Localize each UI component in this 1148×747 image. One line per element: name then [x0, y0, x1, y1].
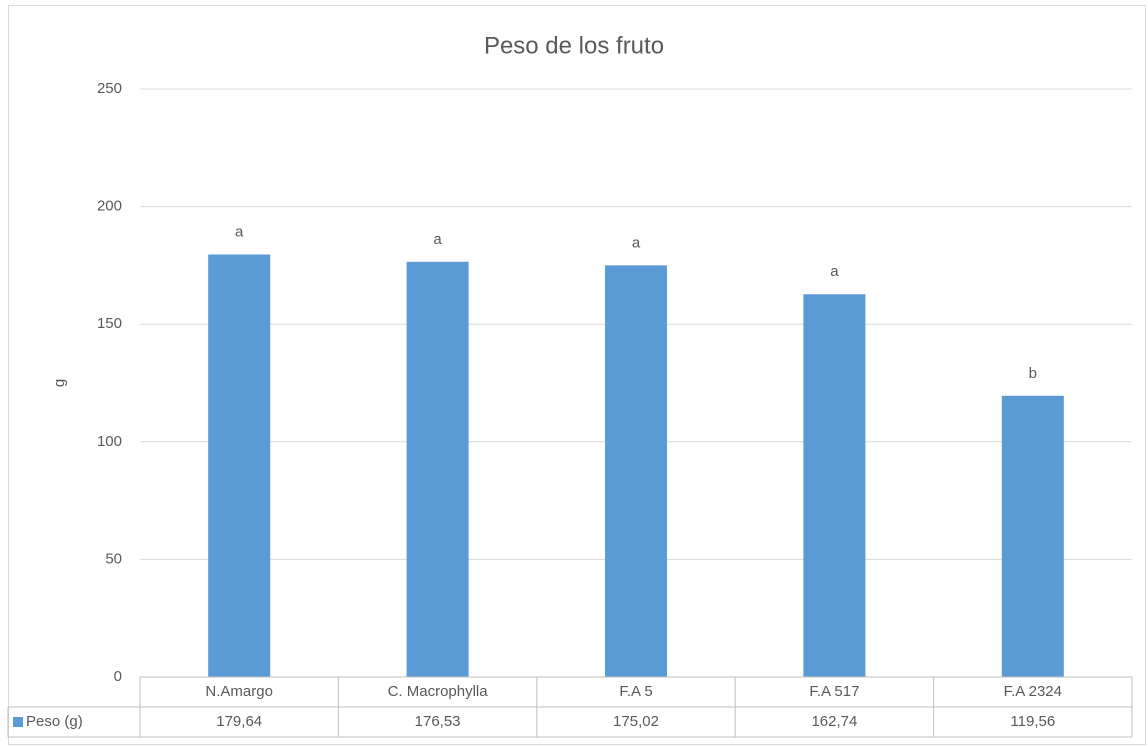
- x-tick-label: F.A 517: [809, 683, 859, 700]
- bar: [803, 294, 866, 677]
- y-tick-label: 150: [97, 315, 122, 332]
- y-tick-label: 200: [97, 198, 122, 215]
- legend-label: Peso (g): [26, 713, 83, 730]
- annotation: a: [830, 263, 839, 280]
- bar: [208, 254, 271, 677]
- chart-area: [8, 5, 1146, 745]
- table-value: 179,64: [216, 713, 262, 730]
- annotation: a: [433, 231, 442, 248]
- bar: [406, 261, 469, 677]
- y-tick-label: 0: [114, 668, 122, 685]
- bar: [605, 265, 667, 677]
- table-value: 176,53: [415, 713, 461, 730]
- x-tick-label: F.A 5: [619, 683, 652, 700]
- chart-title: Peso de los fruto: [484, 32, 664, 59]
- x-tick-label: F.A 2324: [1004, 683, 1062, 700]
- y-tick-label: 50: [105, 550, 122, 567]
- legend-key: [13, 717, 23, 727]
- annotation: a: [235, 223, 244, 240]
- bar: [1001, 395, 1064, 677]
- annotation: a: [632, 234, 641, 251]
- table-value: 119,56: [1010, 713, 1055, 730]
- y-tick-label: 100: [97, 433, 122, 450]
- x-tick-label: C. Macrophylla: [388, 683, 489, 700]
- y-axis-label: g: [51, 379, 68, 387]
- table-value: 175,02: [613, 713, 659, 730]
- annotation: b: [1029, 365, 1037, 382]
- y-tick-label: 250: [97, 80, 122, 97]
- table-value: 162,74: [811, 713, 857, 730]
- x-tick-label: N.Amargo: [205, 683, 273, 700]
